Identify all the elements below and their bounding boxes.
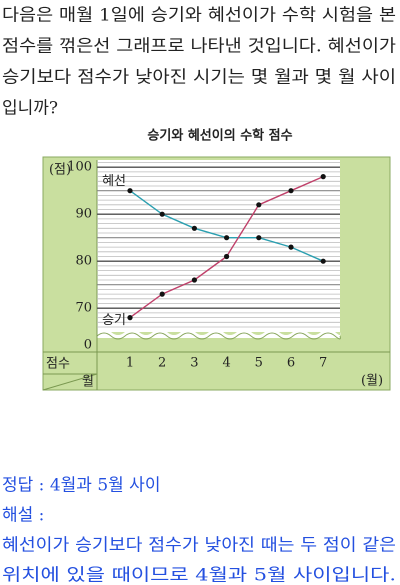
row-label: 점수 [46,357,70,372]
row-label: 월 [82,375,94,390]
y-tick-label: 80 [75,254,92,269]
y-axis-label: (점) [49,163,71,178]
series-label: 혜선 [102,174,126,189]
data-point [191,277,197,283]
y-tick-label: 0 [84,338,92,353]
data-point [288,244,294,250]
x-tick-label: 4 [222,356,230,371]
data-point [127,315,133,321]
x-tick-label: 6 [287,356,295,371]
data-point [256,235,262,241]
y-tick-label: 100 [67,160,92,175]
y-tick-label: 70 [75,301,92,316]
answer-line: 해설 : [2,506,44,526]
question-line: 점수를 꺾은선 그래프로 나타낸 것입니다. 혜선이가 [2,37,396,57]
data-point [224,235,230,241]
question-line: 다음은 매월 1일에 승기와 혜선이가 수학 시험을 본 [2,6,396,26]
data-point [320,258,326,264]
data-point [159,291,165,297]
x-axis-label: (월) [361,374,383,389]
series-label: 승기 [102,313,126,328]
x-tick-label: 5 [255,356,263,371]
data-point [320,174,326,180]
axis-break-wave [96,332,341,340]
x-tick-label: 3 [190,356,198,371]
data-point [191,225,197,231]
answer-line: 위치에 있을 때이므로 4월과 5월 사이입니다. [2,566,396,585]
chart-title: 승기와 혜선이의 수학 점수 [147,128,292,144]
x-tick-label: 2 [158,356,166,371]
question-line: 승기보다 점수가 낮아진 시기는 몇 월과 몇 월 사이 [2,68,396,88]
data-point [288,188,294,194]
y-tick-label: 90 [75,207,92,222]
x-tick-label: 1 [126,356,134,371]
answer-line: 정답 : 4월과 5월 사이 [2,476,160,496]
data-point [224,253,230,260]
x-tick-label: 7 [319,356,327,371]
data-point [256,202,262,208]
answer-line: 혜선이가 승기보다 점수가 낮아진 때는 두 점이 같은 [2,536,396,556]
question-line: 입니까? [2,99,58,119]
data-point [159,211,165,217]
table-diagonal [42,373,98,391]
data-point [127,188,133,194]
